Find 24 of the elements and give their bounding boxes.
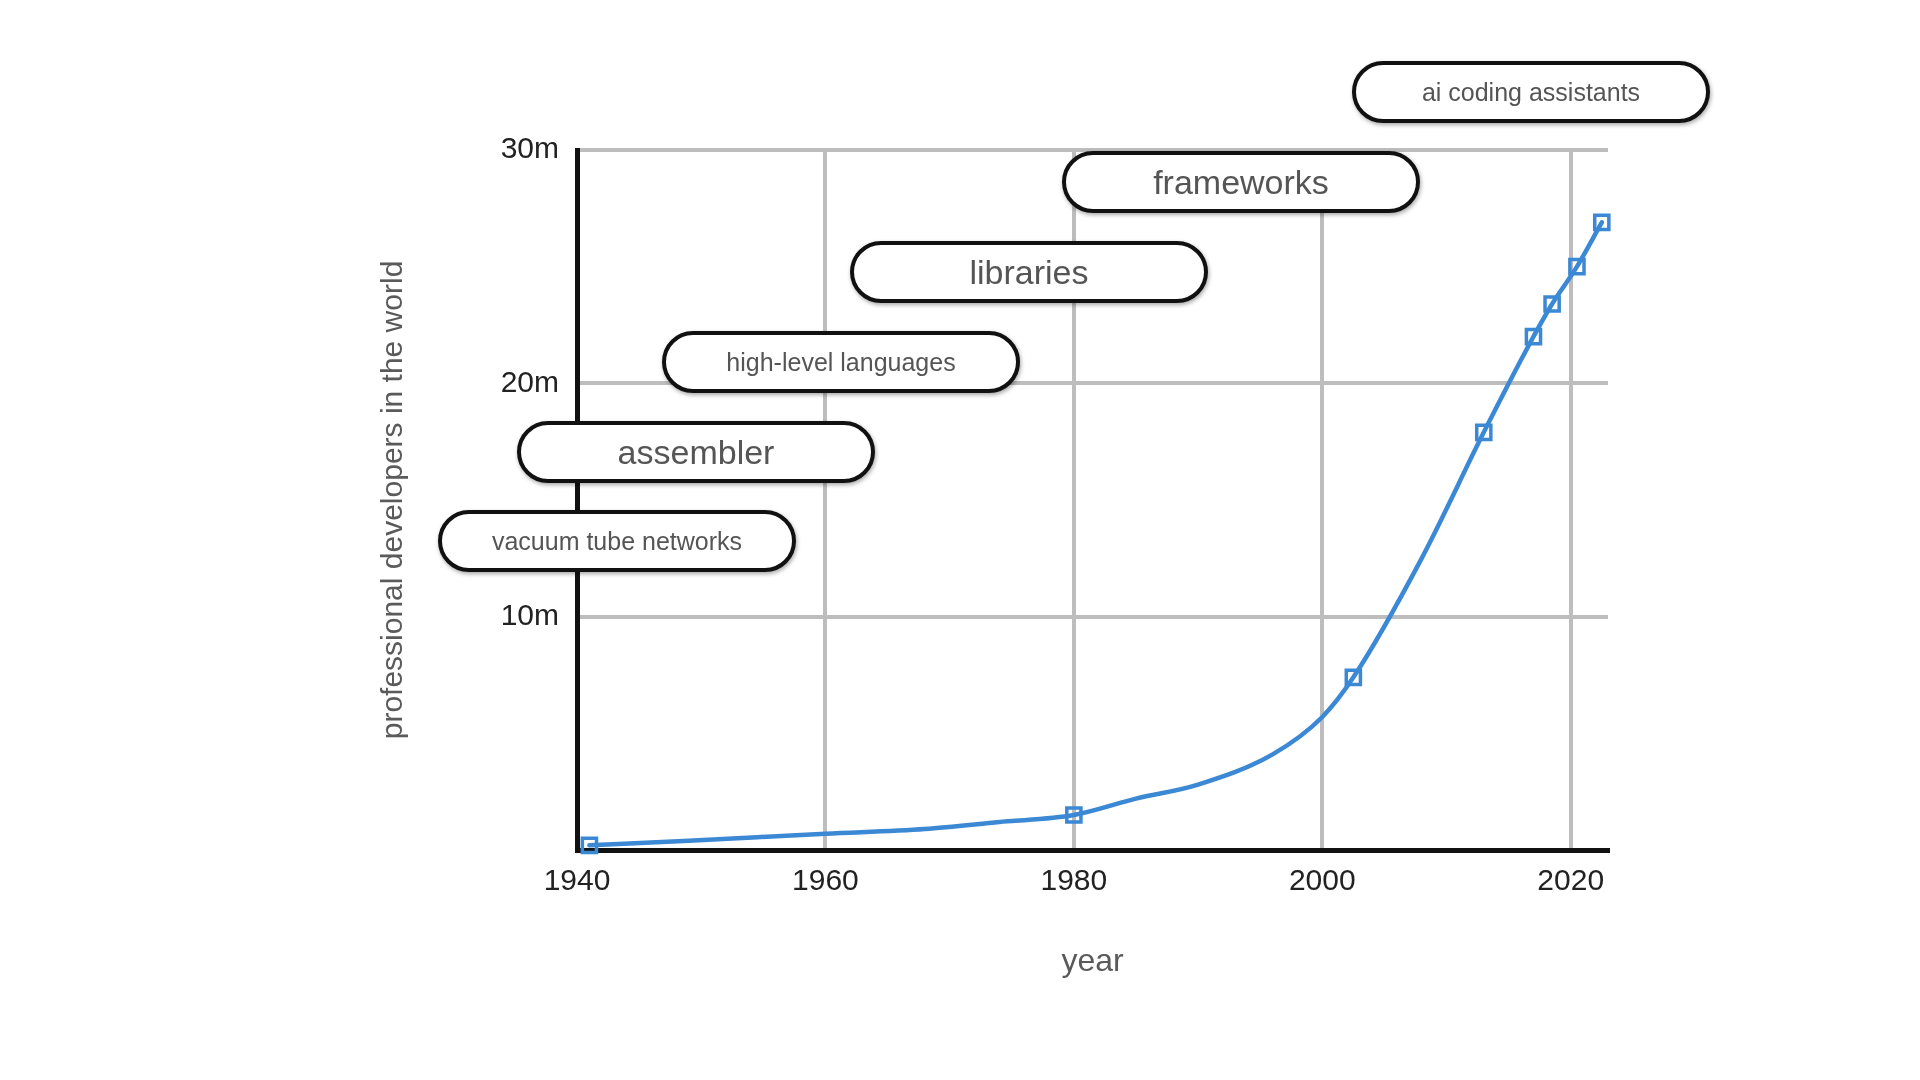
point bbox=[1568, 257, 1586, 276]
annotation: assembler bbox=[617, 433, 775, 471]
point bbox=[580, 836, 599, 855]
point bbox=[1524, 327, 1543, 346]
annotation: libraries bbox=[969, 253, 1089, 291]
text: ai coding assistants bbox=[1421, 77, 1641, 106]
annotation: frameworks bbox=[1153, 163, 1329, 201]
x-tick-label: 1940 bbox=[543, 863, 611, 897]
point bbox=[1344, 668, 1363, 687]
y-tick-label: 20m bbox=[500, 364, 559, 398]
point bbox=[1592, 213, 1611, 232]
point bbox=[1543, 295, 1561, 313]
point bbox=[1474, 423, 1493, 442]
y-axis-title: professional developers in the world bbox=[375, 260, 409, 740]
point bbox=[1065, 806, 1083, 824]
annotation: high-level languages bbox=[726, 347, 956, 376]
y-tick-label: 30m bbox=[500, 131, 559, 165]
y-tick-label: 10m bbox=[500, 597, 559, 631]
x-tick-label: 2000 bbox=[1288, 863, 1356, 897]
x-tick-label: 2020 bbox=[1537, 863, 1605, 897]
x-tick-label: 1960 bbox=[792, 863, 859, 897]
x-axis-title: year bbox=[1061, 941, 1124, 978]
annotation: vacuum tube networks bbox=[491, 526, 743, 555]
x-tick-label: 1980 bbox=[1040, 863, 1108, 897]
